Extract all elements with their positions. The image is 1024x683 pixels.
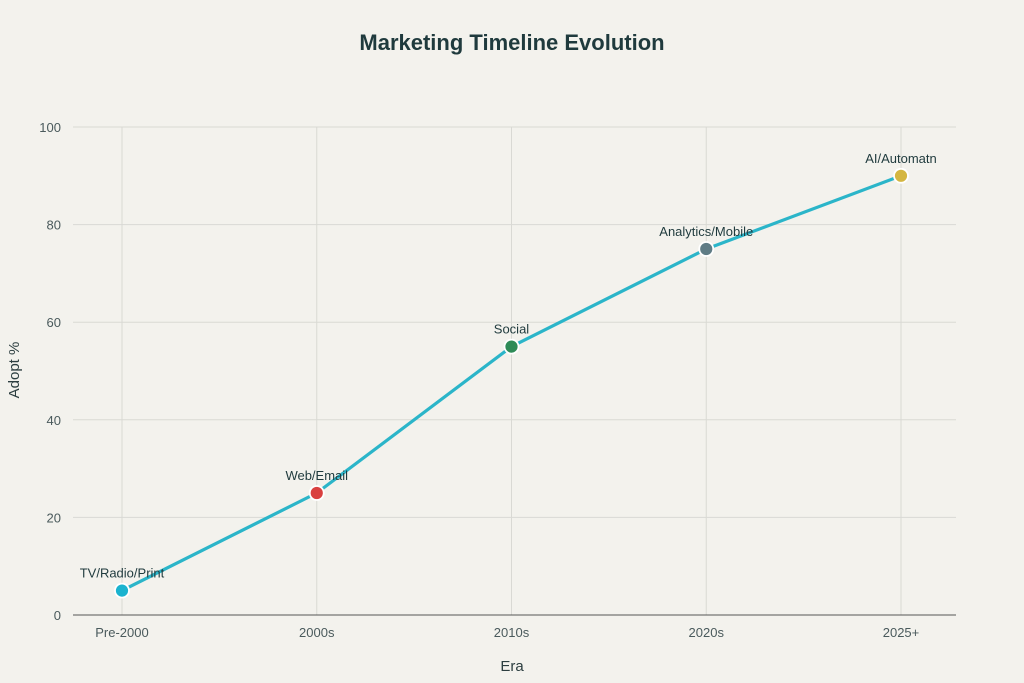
y-tick-label: 40 [47, 413, 61, 428]
x-gridlines [121, 127, 902, 615]
y-tick-label: 0 [54, 608, 61, 623]
y-axis-title: Adopt % [6, 342, 23, 399]
data-point-label: TV/Radio/Print [80, 566, 165, 581]
x-tick-label: Pre-2000 [95, 625, 148, 640]
data-point-label: AI/Automatn [865, 151, 937, 166]
data-point-marker [503, 338, 520, 355]
y-tick-label: 80 [47, 218, 61, 233]
x-axis-title: Era [500, 658, 524, 675]
data-point-marker [698, 241, 715, 257]
markers-group [114, 167, 909, 599]
data-point-label: Social [494, 322, 530, 337]
y-tick-label: 60 [47, 315, 61, 330]
x-tick-label: 2025+ [883, 625, 920, 640]
data-point-marker [114, 582, 130, 599]
x-tick-label: 2020s [689, 625, 725, 640]
data-point-label: Web/Email [285, 468, 348, 483]
x-tick-labels: Pre-2000 2000s 2010s 2020s 2025+ [95, 625, 919, 640]
x-tick-label: 2000s [299, 625, 335, 640]
data-point-marker [893, 167, 909, 184]
y-tick-labels: 0 20 40 60 80 100 [39, 120, 61, 623]
data-point-label: Analytics/Mobile [659, 224, 753, 239]
y-tick-label: 20 [47, 510, 61, 525]
x-tick-label: 2010s [494, 625, 530, 640]
chart-title: Marketing Timeline Evolution [359, 30, 664, 55]
point-labels-group: TV/Radio/Print Web/Email Social Analytics/M… [80, 151, 937, 581]
data-point-marker [308, 485, 325, 501]
y-tick-label: 100 [39, 120, 61, 135]
y-gridlines [73, 126, 956, 518]
